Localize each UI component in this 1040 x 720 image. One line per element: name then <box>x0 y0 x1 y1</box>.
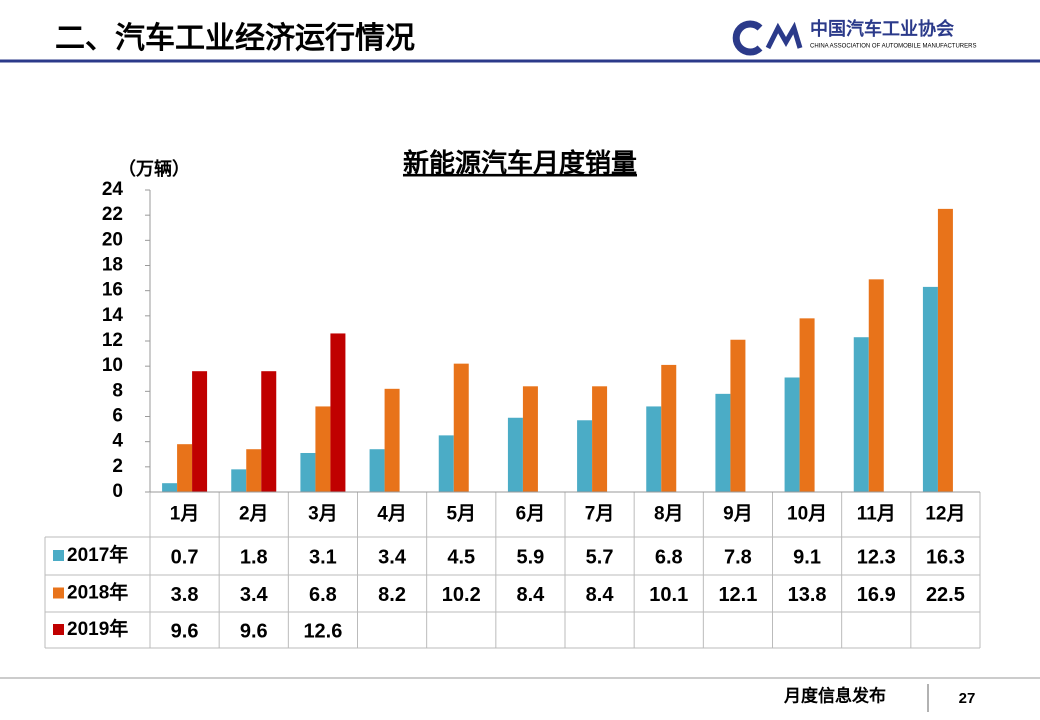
logo-mark <box>765 21 803 50</box>
bar <box>453 363 469 492</box>
bar <box>369 449 385 492</box>
table-value: 16.3 <box>926 546 965 568</box>
table-value: 0.7 <box>171 546 199 568</box>
table-value: 1.8 <box>240 546 268 568</box>
org-name-en: CHINA ASSOCIATION OF AUTOMOBILE MANUFACT… <box>810 44 976 50</box>
bar <box>438 435 454 492</box>
bar <box>231 469 247 492</box>
page-number: 27 <box>959 690 976 707</box>
bar <box>384 388 400 492</box>
table-value: 13.8 <box>788 584 827 606</box>
table-value: 5.7 <box>586 546 614 568</box>
y-tick-label: 8 <box>112 380 123 401</box>
bar <box>661 364 677 492</box>
table-value: 7.8 <box>724 546 752 568</box>
table-value: 5.9 <box>517 546 545 568</box>
table-value: 12.3 <box>857 546 896 568</box>
x-tick-label: 8月 <box>654 504 684 525</box>
y-tick-label: 0 <box>112 481 123 502</box>
y-tick-label: 4 <box>112 431 123 452</box>
logo-mark <box>732 20 763 56</box>
bar <box>937 208 953 492</box>
y-tick-label: 2 <box>112 456 123 477</box>
bar <box>868 279 884 492</box>
legend-swatch <box>53 550 64 561</box>
x-tick-label: 9月 <box>723 504 753 525</box>
bar <box>315 406 331 492</box>
table-value: 9.1 <box>793 546 821 568</box>
legend-swatch <box>53 587 64 599</box>
bar <box>192 371 208 492</box>
bar <box>730 339 746 492</box>
bar <box>246 449 262 492</box>
bar <box>330 333 346 492</box>
y-tick-label: 6 <box>112 406 123 427</box>
y-tick-label: 12 <box>102 330 123 351</box>
x-tick-label: 10月 <box>787 504 827 525</box>
table-value: 6.8 <box>655 546 683 568</box>
legend-label: 2018年 <box>67 581 128 604</box>
y-tick-label: 10 <box>102 355 123 376</box>
table-value: 10.2 <box>442 584 481 606</box>
bar <box>592 386 608 492</box>
table-value: 12.6 <box>303 620 342 642</box>
legend-swatch <box>53 624 64 635</box>
logo: 中国汽车工业协会 CHINA ASSOCIATION OF AUTOMOBILE… <box>732 18 976 56</box>
org-name: 中国汽车工业协会 <box>810 18 954 39</box>
x-tick-label: 3月 <box>308 504 338 525</box>
table-value: 4.5 <box>447 546 475 568</box>
legend-label: 2019年 <box>67 617 128 640</box>
bar <box>162 483 178 492</box>
y-tick-label: 24 <box>102 179 124 200</box>
bar <box>715 393 731 492</box>
table-value: 6.8 <box>309 584 337 606</box>
y-axis-label: （万辆） <box>118 158 190 179</box>
bar <box>300 452 316 492</box>
x-tick-label: 7月 <box>585 504 615 525</box>
table-value: 8.4 <box>517 584 546 606</box>
table-value: 3.4 <box>378 546 407 568</box>
table-value: 8.2 <box>378 584 406 606</box>
table-value: 9.6 <box>171 620 199 642</box>
y-tick-label: 14 <box>102 305 124 326</box>
bar <box>853 337 869 492</box>
slide-title: 二、汽车工业经济运行情况 <box>55 21 415 55</box>
table-value: 3.4 <box>240 584 269 606</box>
bar <box>261 371 277 492</box>
x-tick-label: 12月 <box>925 504 965 525</box>
bar <box>799 318 815 492</box>
x-tick-label: 1月 <box>170 504 200 525</box>
table-value: 3.8 <box>171 584 199 606</box>
table-value: 16.9 <box>857 584 896 606</box>
table-value: 9.6 <box>240 620 268 642</box>
y-tick-label: 18 <box>102 255 123 276</box>
y-tick-label: 20 <box>102 229 123 250</box>
bar <box>784 377 800 492</box>
y-tick-label: 22 <box>102 204 123 225</box>
legend-label: 2017年 <box>67 543 128 566</box>
bar <box>922 286 938 492</box>
x-tick-label: 2月 <box>239 504 269 525</box>
bar <box>522 386 538 492</box>
table-value: 3.1 <box>309 546 337 568</box>
bar <box>646 406 662 492</box>
bar <box>507 417 523 492</box>
footer-text: 月度信息发布 <box>783 685 886 705</box>
x-tick-label: 4月 <box>377 504 407 525</box>
table-value: 8.4 <box>586 584 615 606</box>
bar <box>177 444 193 492</box>
bar <box>577 420 593 492</box>
table-value: 12.1 <box>718 584 757 606</box>
chart-title: 新能源汽车月度销量 <box>403 148 637 178</box>
x-tick-label: 11月 <box>857 504 896 525</box>
x-tick-label: 6月 <box>516 504 546 525</box>
table-value: 22.5 <box>926 584 965 606</box>
y-tick-label: 16 <box>102 280 123 301</box>
x-tick-label: 5月 <box>446 504 476 525</box>
table-value: 10.1 <box>649 584 688 606</box>
